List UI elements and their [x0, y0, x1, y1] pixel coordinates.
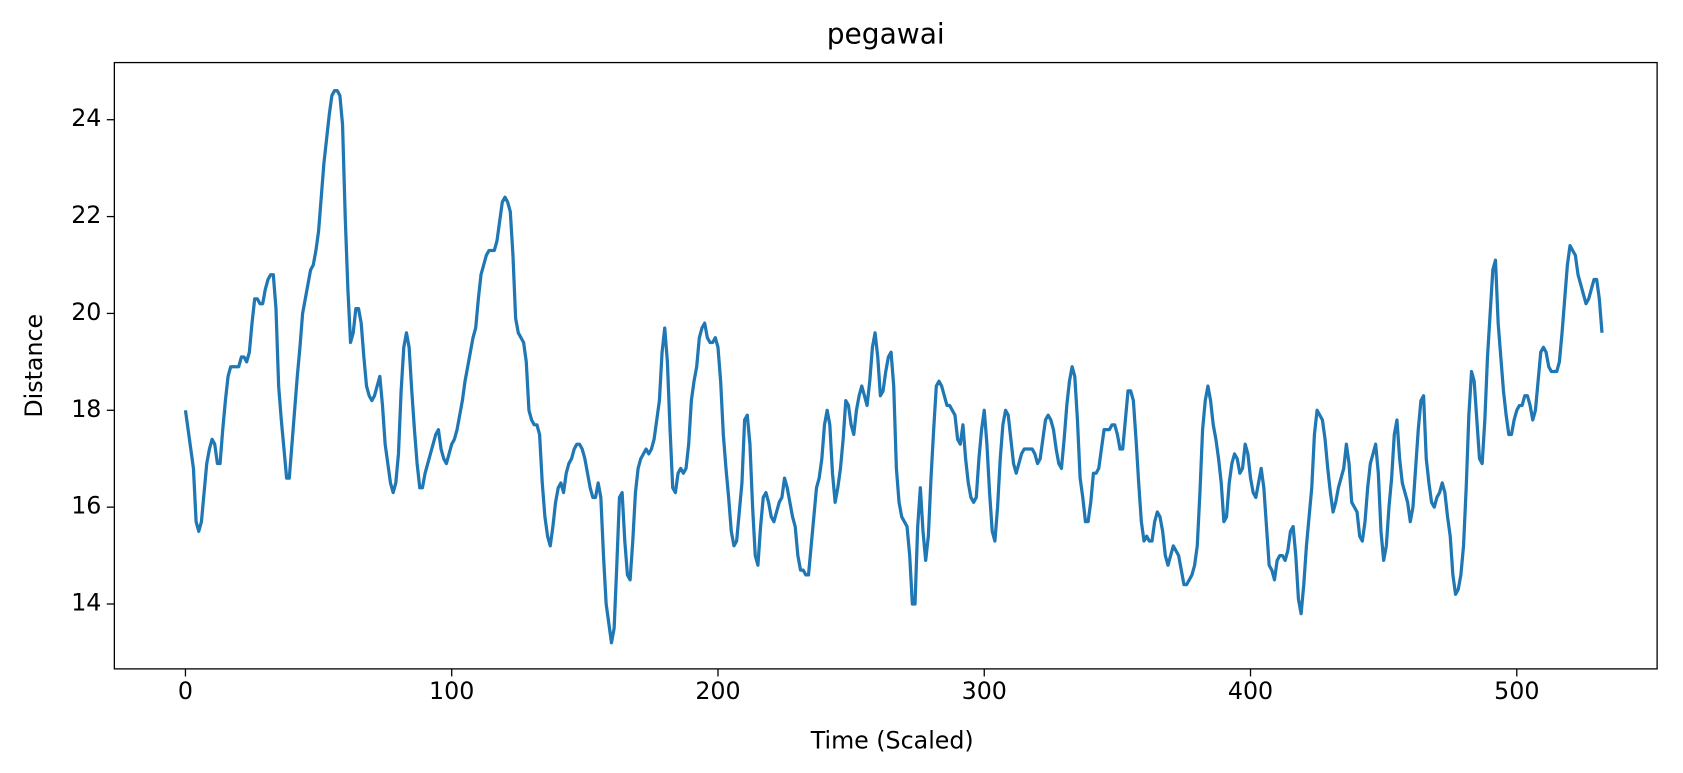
- data-line: [183, 89, 1604, 645]
- chart-title: pegawai: [827, 18, 945, 51]
- y-tick-label: 20: [71, 298, 101, 326]
- y-tick-label: 14: [71, 588, 101, 616]
- x-tick-label: 300: [962, 677, 1007, 705]
- plot-frame: [113, 61, 1658, 670]
- y-tick-label: 24: [71, 104, 101, 132]
- y-tick-label: 18: [71, 395, 101, 423]
- y-axis-label: Distance: [20, 314, 48, 418]
- x-tick-label: 0: [178, 677, 193, 705]
- x-tick-label: 400: [1228, 677, 1273, 705]
- y-tick-label: 16: [71, 492, 101, 520]
- x-tick-label: 500: [1494, 677, 1539, 705]
- x-tick-label: 100: [429, 677, 474, 705]
- x-axis-label: Time (Scaled): [810, 727, 974, 755]
- y-tick-label: 22: [71, 201, 101, 229]
- x-tick-label: 200: [695, 677, 740, 705]
